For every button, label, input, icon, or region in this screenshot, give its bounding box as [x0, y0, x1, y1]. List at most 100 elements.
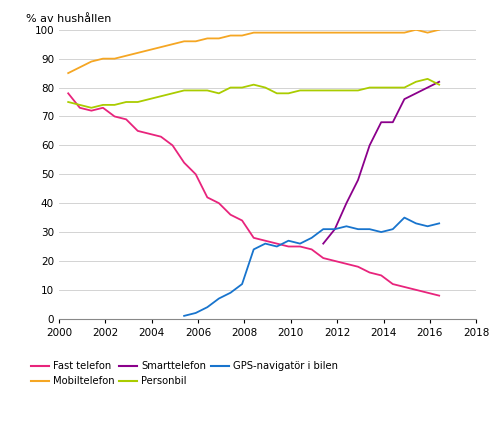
Mobiltelefon [390, 30, 396, 35]
Legend: Fast telefon, Mobiltelefon, Smarttelefon, Personbil, GPS-navigatör i bilen: Fast telefon, Mobiltelefon, Smarttelefon… [30, 361, 338, 386]
Fast telefon [123, 117, 129, 122]
Personbil [239, 85, 245, 90]
Fast telefon [251, 235, 257, 241]
Mobiltelefon [111, 56, 117, 61]
Personbil [286, 91, 292, 96]
Personbil [320, 88, 326, 93]
GPS-navigatör i bilen [402, 215, 408, 220]
GPS-navigatör i bilen [320, 227, 326, 232]
Mobiltelefon [402, 30, 408, 35]
GPS-navigatör i bilen [216, 296, 222, 301]
Personbil [135, 99, 141, 105]
Fast telefon [181, 160, 187, 165]
GPS-navigatör i bilen [193, 310, 199, 315]
Fast telefon [413, 287, 419, 292]
Fast telefon [402, 284, 408, 289]
Fast telefon [320, 255, 326, 261]
GPS-navigatör i bilen [390, 227, 396, 232]
Mobiltelefon [297, 30, 303, 35]
Fast telefon [286, 244, 292, 249]
Fast telefon [355, 264, 361, 269]
Personbil [146, 96, 152, 102]
Line: GPS-navigatör i bilen: GPS-navigatör i bilen [184, 218, 439, 316]
Mobiltelefon [204, 36, 210, 41]
Mobiltelefon [274, 30, 280, 35]
Mobiltelefon [65, 71, 71, 76]
Mobiltelefon [262, 30, 268, 35]
Mobiltelefon [193, 39, 199, 44]
Personbil [123, 99, 129, 105]
Personbil [204, 88, 210, 93]
Fast telefon [216, 201, 222, 206]
Personbil [158, 94, 164, 99]
Personbil [227, 85, 233, 90]
Mobiltelefon [169, 42, 175, 47]
Line: Personbil: Personbil [68, 79, 439, 108]
Fast telefon [436, 293, 442, 298]
GPS-navigatör i bilen [297, 241, 303, 246]
Smarttelefon [378, 120, 384, 125]
Fast telefon [274, 241, 280, 246]
Smarttelefon [425, 85, 431, 90]
GPS-navigatör i bilen [413, 221, 419, 226]
Personbil [216, 91, 222, 96]
Personbil [193, 88, 199, 93]
Personbil [378, 85, 384, 90]
Fast telefon [77, 105, 82, 111]
GPS-navigatör i bilen [286, 238, 292, 243]
Fast telefon [378, 273, 384, 278]
Fast telefon [309, 247, 315, 252]
Mobiltelefon [100, 56, 106, 61]
Fast telefon [169, 143, 175, 148]
Mobiltelefon [77, 65, 82, 70]
Mobiltelefon [227, 33, 233, 38]
Fast telefon [344, 261, 350, 266]
Fast telefon [135, 128, 141, 133]
Mobiltelefon [135, 50, 141, 55]
Fast telefon [367, 270, 373, 275]
Fast telefon [158, 134, 164, 139]
GPS-navigatör i bilen [274, 244, 280, 249]
GPS-navigatör i bilen [262, 241, 268, 246]
Mobiltelefon [355, 30, 361, 35]
GPS-navigatör i bilen [251, 247, 257, 252]
Personbil [111, 102, 117, 108]
Smarttelefon [320, 241, 326, 246]
Smarttelefon [402, 96, 408, 102]
Mobiltelefon [158, 45, 164, 50]
Mobiltelefon [239, 33, 245, 38]
Personbil [413, 79, 419, 84]
Fast telefon [193, 172, 199, 177]
Personbil [390, 85, 396, 90]
Personbil [309, 88, 315, 93]
Personbil [251, 82, 257, 87]
Smarttelefon [436, 79, 442, 84]
Personbil [65, 99, 71, 105]
GPS-navigatör i bilen [227, 290, 233, 295]
Fast telefon [146, 131, 152, 136]
Line: Fast telefon: Fast telefon [68, 94, 439, 296]
GPS-navigatör i bilen [367, 227, 373, 232]
Line: Mobiltelefon: Mobiltelefon [68, 30, 439, 73]
Fast telefon [204, 195, 210, 200]
Mobiltelefon [286, 30, 292, 35]
Fast telefon [297, 244, 303, 249]
Mobiltelefon [251, 30, 257, 35]
Personbil [355, 88, 361, 93]
Fast telefon [65, 91, 71, 96]
Fast telefon [425, 290, 431, 295]
GPS-navigatör i bilen [425, 224, 431, 229]
Smarttelefon [344, 201, 350, 206]
Personbil [169, 91, 175, 96]
Personbil [332, 88, 338, 93]
Personbil [88, 105, 94, 111]
GPS-navigatör i bilen [204, 305, 210, 310]
Personbil [274, 91, 280, 96]
GPS-navigatör i bilen [355, 227, 361, 232]
Smarttelefon [332, 227, 338, 232]
Line: Smarttelefon: Smarttelefon [323, 82, 439, 244]
Fast telefon [239, 218, 245, 223]
Mobiltelefon [367, 30, 373, 35]
Mobiltelefon [344, 30, 350, 35]
Mobiltelefon [413, 27, 419, 32]
